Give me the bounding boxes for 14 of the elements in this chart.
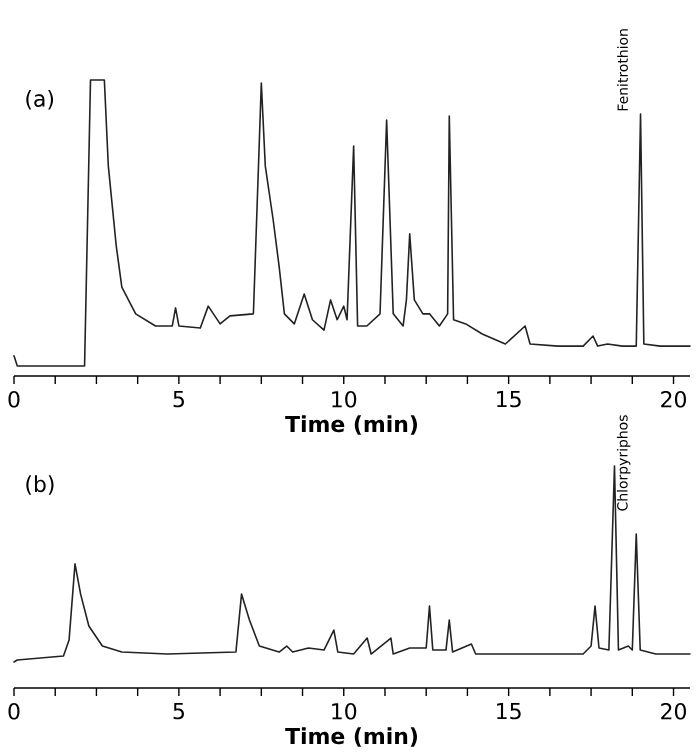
x-tick-label: 20 [661,703,686,720]
x-tick-label: 5 [173,703,184,720]
x-tick-label: 5 [173,391,184,408]
x-axis-title: Time (min) [285,727,417,747]
x-axis-title: Time (min) [285,415,417,435]
x-tick-label: 15 [497,703,521,720]
x-tick-label: 0 [8,391,20,408]
x-tick-label: 10 [332,703,357,720]
chart-title: (a) [26,90,54,110]
chart-title: (b) [26,475,54,495]
x-tick-label: 15 [497,391,521,408]
x-tick-label: 0 [8,703,20,720]
x-tick-label: 20 [661,391,686,408]
x-tick-label: 10 [332,391,357,408]
